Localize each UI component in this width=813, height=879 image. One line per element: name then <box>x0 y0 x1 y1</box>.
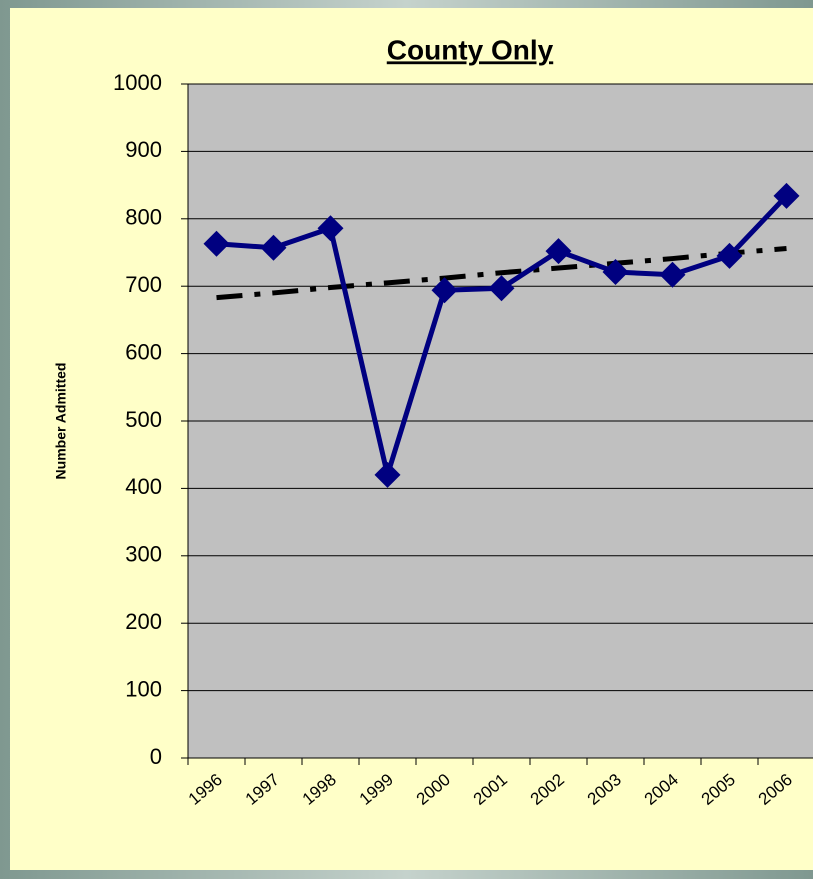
data-marker <box>659 261 686 288</box>
data-marker <box>431 277 458 304</box>
data-marker <box>374 461 401 488</box>
y-tick-label: 300 <box>125 542 162 567</box>
data-marker <box>317 215 344 242</box>
y-tick-label: 400 <box>125 474 162 499</box>
y-tick-label: 0 <box>150 744 162 769</box>
chart-title: County Only <box>387 34 554 65</box>
trend-line <box>216 245 787 301</box>
data-marker <box>773 182 800 209</box>
y-tick-label: 800 <box>125 205 162 230</box>
y-tick-label: 100 <box>125 676 162 701</box>
y-tick-label: 200 <box>125 609 162 634</box>
y-tick-label: 1000 <box>113 70 162 95</box>
data-marker <box>716 242 743 269</box>
y-axis-label: Number Admitted <box>53 363 69 480</box>
data-marker <box>260 234 287 261</box>
y-tick-label: 900 <box>125 137 162 162</box>
data-marker <box>203 230 230 257</box>
y-tick-label: 700 <box>125 272 162 297</box>
y-tick-label: 500 <box>125 407 162 432</box>
data-marker <box>545 238 572 265</box>
data-marker <box>488 275 515 302</box>
y-tick-label: 600 <box>125 339 162 364</box>
data-marker <box>602 259 629 286</box>
